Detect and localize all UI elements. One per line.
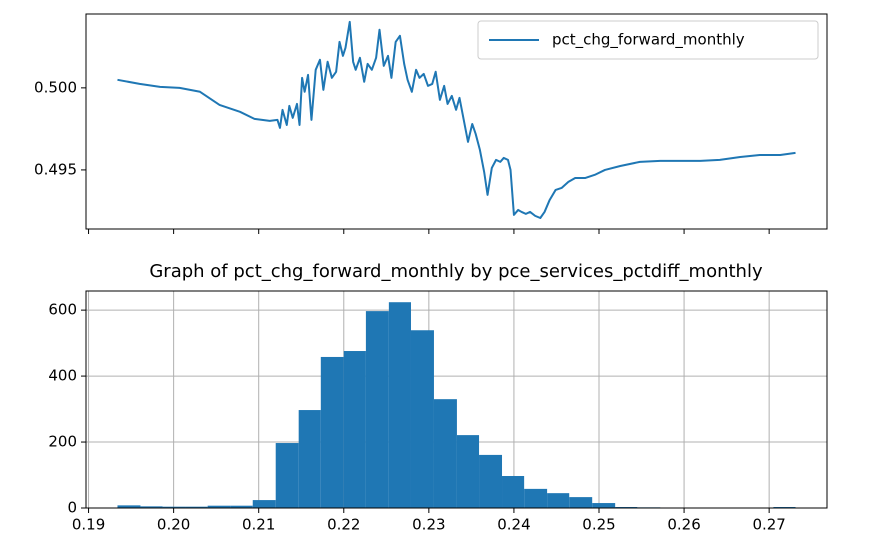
bar	[185, 506, 208, 508]
bar	[433, 399, 457, 508]
bar	[117, 505, 141, 508]
bar	[162, 506, 186, 508]
y-tick-label: 0.500	[34, 78, 77, 96]
x-tick-label: 0.22	[327, 516, 360, 534]
bar	[365, 311, 389, 508]
bar	[275, 443, 299, 508]
bar	[456, 435, 480, 508]
x-tick-label: 0.21	[242, 516, 275, 534]
bar	[320, 356, 344, 508]
chart-title: Graph of pct_chg_forward_monthly by pce_…	[149, 261, 763, 282]
bar	[252, 500, 276, 508]
x-tick-label: 0.25	[582, 516, 615, 534]
bar	[410, 330, 434, 508]
y-tick-label: 200	[48, 433, 77, 451]
line	[117, 20, 796, 219]
axes-frame	[85, 13, 828, 230]
bar	[592, 503, 616, 508]
legend-box	[477, 20, 819, 60]
y-tick-label: 0	[67, 499, 77, 517]
legend-label: pct_chg_forward_monthly	[552, 31, 745, 50]
x-tick-label: 0.20	[157, 516, 190, 534]
x-tick-label: 0.19	[72, 516, 105, 534]
bar	[547, 493, 570, 508]
bar	[479, 454, 503, 508]
axes-frame	[85, 290, 828, 509]
bar	[343, 351, 366, 508]
bar	[502, 476, 525, 508]
x-tick-label: 0.24	[497, 516, 530, 534]
bar	[230, 505, 253, 508]
y-tick-label: 400	[48, 367, 77, 385]
bar	[569, 497, 593, 508]
x-tick-label: 0.26	[667, 516, 700, 534]
bar	[298, 410, 321, 508]
bar	[140, 506, 163, 508]
x-tick-label: 0.27	[752, 516, 785, 534]
bar	[207, 505, 231, 508]
y-tick-label: 0.495	[34, 160, 77, 178]
bar	[524, 488, 548, 508]
bar	[388, 302, 411, 508]
y-tick-label: 600	[48, 301, 77, 319]
x-tick-label: 0.23	[412, 516, 445, 534]
